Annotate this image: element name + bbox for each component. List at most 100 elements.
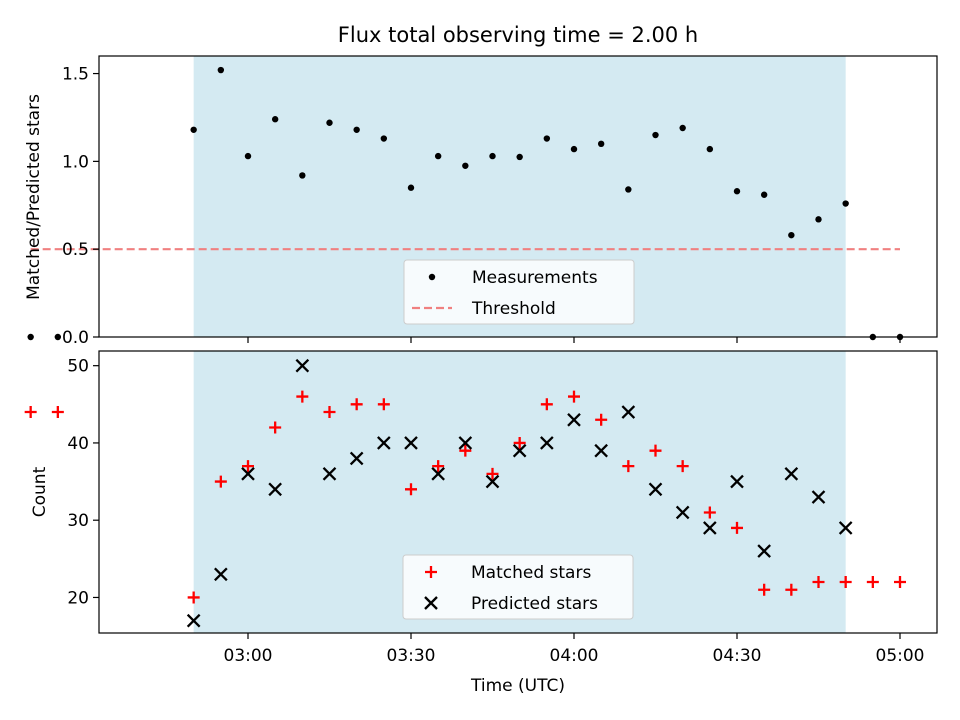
bottom-axes-frame [98, 350, 938, 634]
bottom-point-1-5 [322, 467, 337, 481]
bottom-point-1-1 [214, 567, 228, 582]
bottom-point-1-0 [186, 613, 201, 628]
bottom-legend: Matched stars Predicted stars [402, 554, 634, 620]
top-legend-box [403, 259, 635, 325]
top-point-0-10 [407, 184, 415, 191]
top-point-0-21 [706, 145, 714, 153]
top-point-0-3 [217, 66, 225, 74]
bottom-point-0-21 [703, 506, 716, 519]
bottom-point-1-10 [458, 436, 473, 450]
bottom-point-1-15 [594, 443, 608, 458]
bottom-point-1-7 [377, 436, 391, 450]
bottom-point-1-8 [404, 436, 418, 450]
bottom-point-0-16 [568, 390, 580, 403]
top-y-tick-label-2: 1.0 [62, 152, 89, 172]
bottom-point-1-3 [268, 482, 282, 497]
bottom-point-1-14 [567, 412, 581, 427]
bottom-point-0-12 [459, 444, 472, 457]
bottom-point-0-7 [323, 406, 336, 419]
top-point-0-1 [54, 333, 62, 341]
top-chart-title: Flux total observing time = 2.00 h [338, 23, 698, 47]
top-legend: Measurements Threshold [403, 259, 635, 325]
bottom-point-0-3 [214, 475, 227, 488]
bottom-point-0-17 [595, 413, 608, 426]
x-tick-label-3: 04:30 [713, 646, 762, 666]
bottom-point-1-16 [621, 405, 636, 419]
top-point-0-14 [516, 153, 523, 161]
bottom-point-0-6 [296, 390, 309, 403]
top-point-0-18 [625, 186, 632, 193]
bottom-point-0-20 [676, 460, 689, 473]
bottom-point-0-0 [24, 406, 37, 419]
bottom-point-1-2 [241, 467, 255, 481]
x-tick-label-1: 03:30 [387, 646, 436, 666]
bottom-point-0-14 [513, 436, 526, 449]
bottom-point-0-27 [866, 576, 879, 589]
top-legend-label-1: Threshold [471, 299, 556, 319]
bottom-point-0-8 [350, 398, 363, 411]
top-point-0-20 [679, 124, 686, 132]
bottom-point-1-11 [485, 474, 500, 489]
top-series-0 [27, 66, 904, 341]
top-y-tick-label-1: 0.5 [62, 240, 89, 260]
bottom-point-0-23 [758, 583, 771, 596]
bottom-legend-label-1: Predicted stars [471, 594, 598, 614]
bottom-point-1-17 [648, 482, 663, 497]
top-axes-frame [98, 55, 938, 338]
top-point-0-9 [380, 135, 388, 142]
bottom-legend-box [402, 554, 634, 620]
x-tick-label-4: 05:00 [876, 646, 925, 666]
top-point-0-25 [815, 216, 822, 223]
top-point-0-7 [326, 119, 333, 126]
top-point-0-8 [353, 126, 360, 133]
bottom-point-0-19 [649, 444, 662, 457]
bottom-point-0-5 [269, 421, 282, 434]
bottom-y-tick-label-1: 30 [67, 511, 89, 531]
top-point-0-12 [462, 162, 469, 169]
top-y-axis-label: Matched/Predicted stars [24, 94, 44, 300]
bottom-point-1-21 [757, 544, 771, 558]
bottom-y-tick-label-3: 50 [67, 357, 89, 377]
top-point-0-4 [244, 152, 252, 160]
top-point-0-23 [760, 191, 768, 198]
top-point-0-11 [434, 152, 442, 160]
bottom-point-1-23 [811, 490, 826, 504]
bottom-point-0-9 [377, 398, 390, 411]
top-y-tick-label-0: 0.0 [62, 328, 89, 348]
bottom-y-axis-label: Count [30, 466, 50, 517]
bottom-point-0-28 [894, 576, 906, 589]
bottom-point-1-22 [784, 467, 799, 481]
top-point-0-16 [570, 145, 578, 153]
bottom-series-0 [24, 390, 906, 604]
x-axis-label: Time (UTC) [470, 676, 565, 696]
bottom-point-0-25 [812, 576, 825, 589]
top-point-0-0 [27, 333, 34, 341]
bottom-point-0-2 [187, 591, 200, 604]
top-point-0-24 [788, 231, 795, 239]
bottom-point-1-12 [512, 443, 527, 458]
x-tick-label-0: 03:00 [224, 646, 273, 666]
top-point-0-19 [652, 131, 659, 139]
bottom-point-0-22 [731, 521, 743, 534]
bottom-series-1 [186, 358, 853, 628]
top-point-0-22 [733, 188, 741, 195]
bottom-legend-label-0: Matched stars [471, 563, 591, 583]
bottom-point-1-4 [295, 358, 310, 373]
bottom-point-0-18 [622, 460, 635, 473]
top-point-0-2 [190, 126, 197, 133]
bottom-y-tick-label-2: 40 [67, 434, 89, 454]
bottom-legend-swatch-1 [424, 596, 438, 610]
bottom-point-0-15 [540, 398, 553, 411]
bottom-point-0-10 [405, 483, 417, 496]
bottom-point-0-24 [785, 583, 798, 596]
top-chart-panel: 0.0 0.5 1.0 1.5 Measurements Threshold [27, 55, 938, 348]
bottom-point-1-13 [540, 436, 554, 450]
bottom-point-0-26 [839, 576, 852, 589]
bottom-legend-swatch-0 [425, 566, 437, 578]
bottom-chart-panel: 20 30 40 50 03:00 03:30 04:00 04:30 05:00 Matched… [24, 350, 938, 666]
top-point-0-5 [271, 116, 279, 123]
bottom-point-0-11 [432, 460, 445, 473]
bottom-point-0-13 [486, 467, 499, 480]
x-tick-label-2: 04:00 [550, 646, 599, 666]
